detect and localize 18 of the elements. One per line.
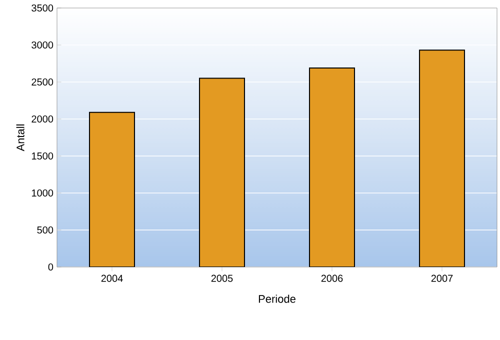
y-tick-label: 500 [37,226,54,234]
bar [89,112,135,267]
x-tick-label: 2004 [101,274,123,282]
bar [199,78,245,267]
y-tick-label: 0 [48,263,54,271]
y-tick-label: 3500 [32,4,54,12]
y-axis-title: Antall [16,124,24,152]
y-tick-label: 2500 [32,78,54,86]
bar [309,67,355,267]
y-tick-label: 1500 [32,152,54,160]
bar [419,50,465,267]
y-tick-label: 3000 [32,41,54,49]
y-tick-label: 1000 [32,189,54,197]
x-axis-title: Periode [258,294,296,303]
x-tick-label: 2006 [321,274,343,282]
x-tick-label: 2005 [211,274,233,282]
x-tick-label: 2007 [431,274,453,282]
y-tick-label: 2000 [32,115,54,123]
